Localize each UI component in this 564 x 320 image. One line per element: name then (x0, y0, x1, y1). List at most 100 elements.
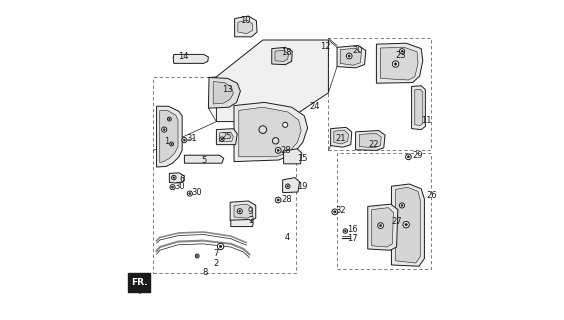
Circle shape (348, 55, 350, 57)
Polygon shape (239, 107, 301, 157)
Polygon shape (230, 201, 255, 221)
Text: 19: 19 (297, 182, 308, 191)
Text: 21: 21 (336, 134, 346, 143)
Polygon shape (169, 173, 184, 183)
Polygon shape (340, 48, 362, 65)
Circle shape (346, 53, 352, 59)
Polygon shape (238, 20, 253, 34)
Polygon shape (217, 40, 328, 122)
Circle shape (403, 221, 409, 228)
Circle shape (196, 255, 198, 257)
Text: 16: 16 (347, 225, 357, 234)
Circle shape (221, 138, 223, 140)
Text: 18: 18 (281, 48, 292, 57)
Polygon shape (376, 43, 423, 83)
Circle shape (168, 117, 171, 121)
Text: 30: 30 (192, 188, 202, 197)
Polygon shape (372, 208, 393, 247)
Text: 13: 13 (222, 85, 232, 94)
FancyBboxPatch shape (128, 273, 150, 292)
Circle shape (277, 199, 279, 201)
Polygon shape (234, 102, 307, 162)
Polygon shape (355, 131, 385, 150)
Text: 24: 24 (309, 102, 320, 111)
Circle shape (287, 185, 289, 187)
Circle shape (219, 137, 224, 141)
Text: 17: 17 (347, 234, 357, 243)
Circle shape (393, 61, 399, 67)
Polygon shape (359, 133, 381, 148)
Circle shape (195, 254, 199, 258)
Polygon shape (395, 187, 420, 263)
Text: 20: 20 (352, 46, 363, 55)
Text: 29: 29 (412, 151, 423, 160)
Circle shape (345, 230, 346, 232)
Polygon shape (160, 110, 178, 163)
Polygon shape (415, 89, 423, 125)
Circle shape (334, 211, 336, 213)
Polygon shape (209, 77, 240, 108)
Polygon shape (234, 204, 253, 218)
Circle shape (343, 229, 347, 233)
Text: 12: 12 (320, 42, 331, 51)
Polygon shape (217, 129, 237, 145)
Text: 10: 10 (240, 16, 250, 25)
Polygon shape (283, 178, 299, 193)
Circle shape (401, 204, 403, 206)
Text: 5: 5 (201, 156, 206, 164)
Polygon shape (412, 86, 425, 130)
Circle shape (169, 118, 170, 120)
Circle shape (405, 223, 407, 226)
Circle shape (182, 138, 187, 143)
Circle shape (171, 175, 176, 180)
Polygon shape (334, 130, 349, 144)
Circle shape (170, 185, 175, 190)
Text: 3: 3 (248, 216, 254, 225)
Polygon shape (157, 106, 182, 167)
Circle shape (183, 139, 186, 141)
Circle shape (170, 142, 174, 146)
Text: 2: 2 (213, 259, 218, 268)
Text: 7: 7 (213, 249, 219, 258)
Polygon shape (368, 204, 398, 250)
Circle shape (189, 193, 191, 195)
Circle shape (239, 210, 241, 212)
Circle shape (406, 154, 411, 160)
Text: 4: 4 (285, 233, 290, 242)
Text: 22: 22 (368, 140, 379, 149)
Text: 28: 28 (281, 195, 292, 204)
Circle shape (399, 203, 404, 208)
Text: 28: 28 (280, 146, 291, 155)
Text: 31: 31 (186, 134, 197, 143)
Polygon shape (391, 184, 424, 266)
Circle shape (171, 143, 173, 145)
Circle shape (275, 197, 281, 203)
Polygon shape (219, 132, 233, 141)
Circle shape (219, 245, 222, 248)
Text: 14: 14 (178, 52, 188, 60)
Text: 27: 27 (391, 217, 402, 226)
Text: 6: 6 (179, 175, 184, 184)
Text: 32: 32 (336, 206, 346, 215)
Circle shape (399, 49, 404, 54)
Text: 23: 23 (395, 51, 406, 60)
Circle shape (277, 149, 279, 152)
Circle shape (380, 224, 382, 227)
Circle shape (259, 126, 267, 133)
Circle shape (173, 177, 175, 179)
Text: 9: 9 (248, 207, 253, 216)
Text: 15: 15 (297, 154, 308, 163)
Polygon shape (272, 47, 292, 65)
Circle shape (332, 209, 338, 215)
Polygon shape (231, 220, 253, 227)
Text: 25: 25 (221, 132, 232, 141)
Circle shape (283, 122, 288, 127)
Text: FR.: FR. (131, 278, 147, 287)
Polygon shape (337, 45, 366, 68)
Polygon shape (184, 155, 224, 163)
Text: 8: 8 (202, 268, 208, 277)
Circle shape (407, 156, 409, 158)
Circle shape (187, 191, 192, 196)
Circle shape (237, 209, 243, 214)
Circle shape (401, 50, 403, 52)
